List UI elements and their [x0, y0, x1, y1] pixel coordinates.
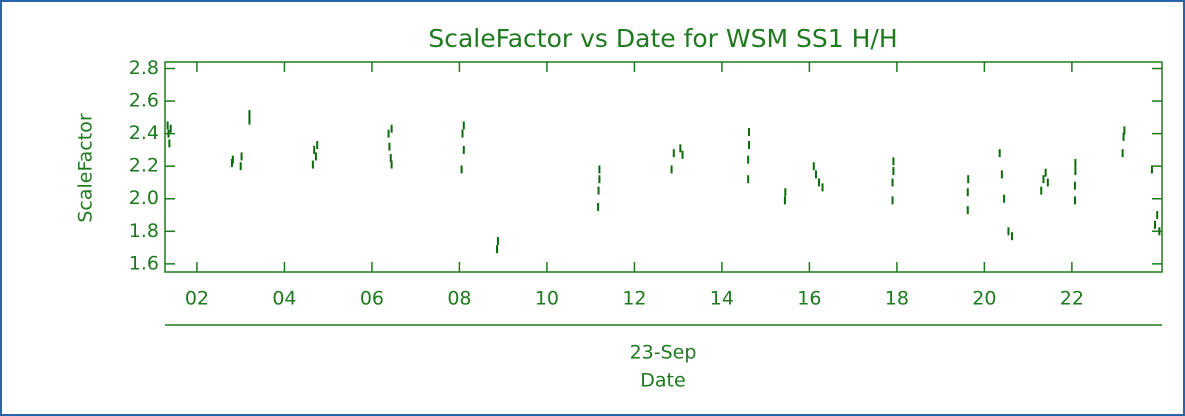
x-tick-label: 04 [272, 288, 296, 310]
point [1003, 194, 1006, 203]
point [390, 124, 393, 133]
y-axis-label: ScaleFactor [75, 113, 97, 222]
y-tick-label: 1.8 [129, 220, 159, 242]
point [891, 196, 894, 205]
point [388, 142, 391, 151]
point [239, 162, 242, 171]
x-tick-label: 10 [535, 288, 559, 310]
point [248, 110, 251, 119]
point [390, 160, 393, 169]
point [679, 144, 682, 153]
y-tick-label: 2.8 [129, 57, 159, 79]
point [460, 165, 463, 174]
y-tick-label: 1.6 [129, 252, 159, 274]
point [681, 150, 684, 159]
point [311, 160, 314, 169]
point [1123, 126, 1126, 135]
point [1007, 227, 1010, 236]
x-tick-label: 08 [447, 288, 471, 310]
point [248, 116, 251, 125]
point [461, 129, 464, 138]
point [496, 237, 499, 246]
point [1010, 232, 1013, 241]
point [1044, 168, 1047, 177]
point [387, 129, 390, 138]
point [462, 121, 465, 130]
point [1150, 165, 1153, 174]
point [747, 175, 750, 184]
x-tick-label: 20 [972, 288, 996, 310]
point [892, 157, 895, 166]
point [966, 206, 969, 215]
point [167, 129, 170, 138]
point [967, 175, 970, 184]
point [598, 175, 601, 184]
point [313, 145, 316, 154]
point [1040, 186, 1043, 195]
point [240, 152, 243, 161]
point [672, 149, 675, 158]
point [598, 165, 601, 174]
x-tick-label: 18 [885, 288, 909, 310]
point [670, 165, 673, 174]
point [169, 124, 172, 133]
plot-box [164, 61, 1163, 273]
point [314, 152, 317, 161]
x-tick-label: 16 [797, 288, 821, 310]
point [891, 178, 894, 187]
x-tick-label: 06 [360, 288, 384, 310]
point [812, 162, 815, 171]
x-tick-label: 02 [185, 288, 209, 310]
point [818, 178, 821, 187]
point [1073, 181, 1076, 190]
y-tick-label: 2.4 [129, 122, 159, 144]
point [1122, 132, 1125, 141]
point [1121, 149, 1124, 158]
y-tick-label: 2.0 [129, 187, 159, 209]
x-tick-label: 12 [622, 288, 646, 310]
point [1074, 167, 1077, 176]
point [462, 145, 465, 154]
point [231, 155, 234, 164]
point [748, 141, 751, 150]
point [783, 196, 786, 205]
point [892, 167, 895, 176]
point [814, 170, 817, 179]
point [597, 186, 600, 195]
point [1042, 175, 1045, 184]
point [1073, 196, 1076, 205]
x-sublabel: 23-Sep [630, 342, 697, 364]
x-tick-label: 22 [1060, 288, 1084, 310]
point [389, 154, 392, 163]
point [747, 155, 750, 164]
y-tick-label: 2.6 [129, 90, 159, 112]
chart-title: ScaleFactor vs Date for WSM SS1 H/H [428, 24, 897, 53]
point [1074, 158, 1077, 167]
point [1046, 178, 1049, 187]
point [1156, 211, 1159, 220]
point [966, 188, 969, 197]
y-tick-label: 2.2 [129, 155, 159, 177]
point [597, 202, 600, 211]
x-axis-label: Date [640, 370, 685, 392]
x-tick-label: 14 [710, 288, 734, 310]
point [784, 188, 787, 197]
point [1154, 220, 1157, 229]
point [1158, 227, 1161, 236]
point [496, 245, 499, 254]
point [168, 139, 171, 148]
point [748, 128, 751, 136]
point [166, 121, 169, 130]
point [821, 183, 824, 192]
point [316, 141, 319, 150]
point [998, 149, 1001, 158]
point [1000, 170, 1003, 179]
